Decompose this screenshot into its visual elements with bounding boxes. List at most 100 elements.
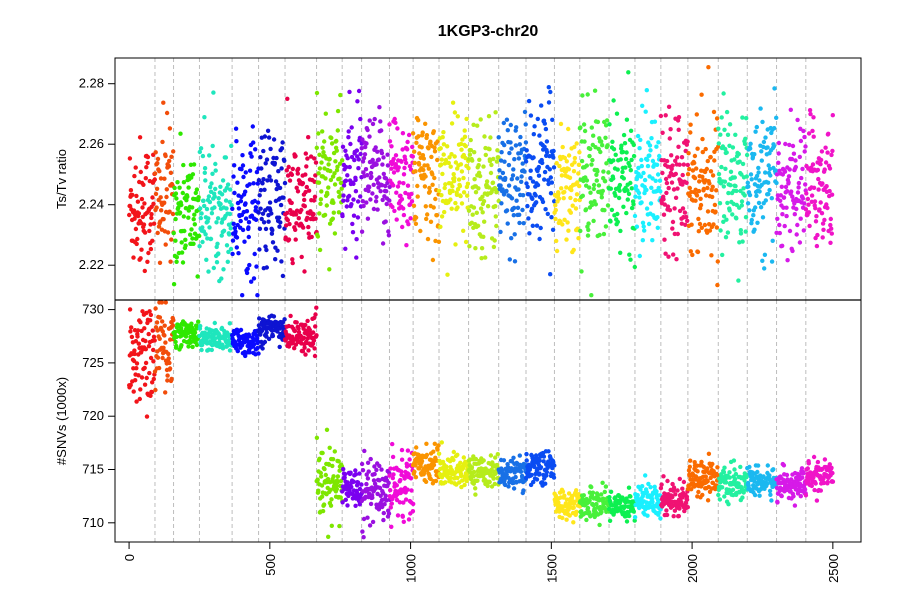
data-point [680, 486, 685, 491]
data-point [640, 238, 645, 243]
data-point [463, 155, 468, 161]
data-point [763, 135, 768, 140]
data-point [253, 205, 259, 210]
data-point [171, 318, 176, 323]
data-point [266, 219, 271, 224]
data-point [262, 339, 268, 345]
data-point [436, 188, 442, 193]
data-point [517, 142, 522, 147]
data-point [264, 247, 269, 253]
data-point [360, 137, 365, 142]
data-point [796, 180, 802, 186]
data-point [456, 177, 462, 182]
data-point [449, 206, 454, 211]
data-point [680, 206, 686, 211]
data-point [176, 205, 181, 210]
data-point [233, 126, 239, 131]
data-point [649, 185, 654, 190]
data-point [578, 125, 583, 130]
data-point [270, 333, 276, 339]
data-point [330, 463, 335, 469]
data-point [371, 206, 377, 212]
data-point [721, 219, 726, 224]
data-point [402, 165, 407, 171]
data-point [642, 228, 647, 233]
data-point [774, 230, 779, 235]
data-point [470, 212, 475, 217]
data-point [596, 183, 602, 188]
data-point [676, 115, 682, 120]
data-point [417, 151, 422, 156]
data-point [305, 215, 310, 220]
data-point [707, 228, 713, 233]
data-point [707, 181, 712, 186]
data-point [516, 187, 521, 192]
data-point [628, 257, 633, 262]
data-point [671, 252, 676, 257]
data-point [716, 126, 721, 131]
data-point [810, 162, 816, 167]
data-point [685, 162, 690, 168]
data-point [551, 165, 557, 170]
data-point [402, 476, 407, 481]
data-point [450, 100, 456, 105]
data-point [224, 206, 229, 211]
data-point [197, 233, 202, 239]
data-point [271, 314, 277, 319]
data-point [433, 478, 439, 484]
data-point [314, 333, 319, 338]
data-point [462, 482, 467, 488]
data-point [228, 246, 234, 252]
data-point [149, 389, 155, 395]
data-point [732, 175, 737, 180]
data-point [329, 141, 335, 146]
data-point [387, 122, 392, 127]
data-point [819, 149, 825, 154]
data-point [602, 179, 608, 184]
data-point [289, 172, 295, 177]
data-point [303, 151, 308, 156]
data-point [146, 331, 151, 337]
data-point [269, 231, 275, 236]
data-point [544, 139, 550, 144]
data-point [556, 500, 561, 505]
data-point [756, 200, 762, 206]
data-point [257, 226, 263, 231]
data-point [591, 186, 596, 192]
data-point [632, 518, 637, 523]
data-point [606, 170, 611, 175]
data-point [700, 174, 705, 179]
data-point [664, 508, 669, 513]
data-point [784, 472, 790, 478]
data-point [626, 191, 632, 197]
data-point [212, 320, 217, 326]
data-point [806, 210, 812, 215]
data-point [559, 186, 564, 191]
data-point [493, 455, 498, 460]
data-point [151, 376, 156, 382]
data-point [525, 203, 530, 209]
data-point [451, 172, 456, 177]
data-point [131, 208, 137, 213]
data-point [789, 189, 794, 194]
data-point [799, 466, 805, 471]
data-point [330, 216, 335, 221]
data-point [631, 202, 636, 207]
data-point [388, 488, 393, 493]
data-point [266, 135, 272, 140]
data-point [754, 193, 759, 198]
data-point [135, 328, 141, 333]
data-point [471, 469, 477, 475]
data-point [767, 473, 772, 478]
data-point [227, 199, 232, 205]
data-point [551, 475, 557, 480]
data-point [151, 221, 157, 226]
data-point [618, 228, 623, 234]
data-point [290, 166, 295, 172]
data-point [192, 222, 197, 227]
data-point [230, 238, 236, 243]
data-point [429, 154, 434, 160]
data-point [581, 493, 586, 498]
data-point [134, 366, 139, 371]
data-point [370, 121, 376, 127]
